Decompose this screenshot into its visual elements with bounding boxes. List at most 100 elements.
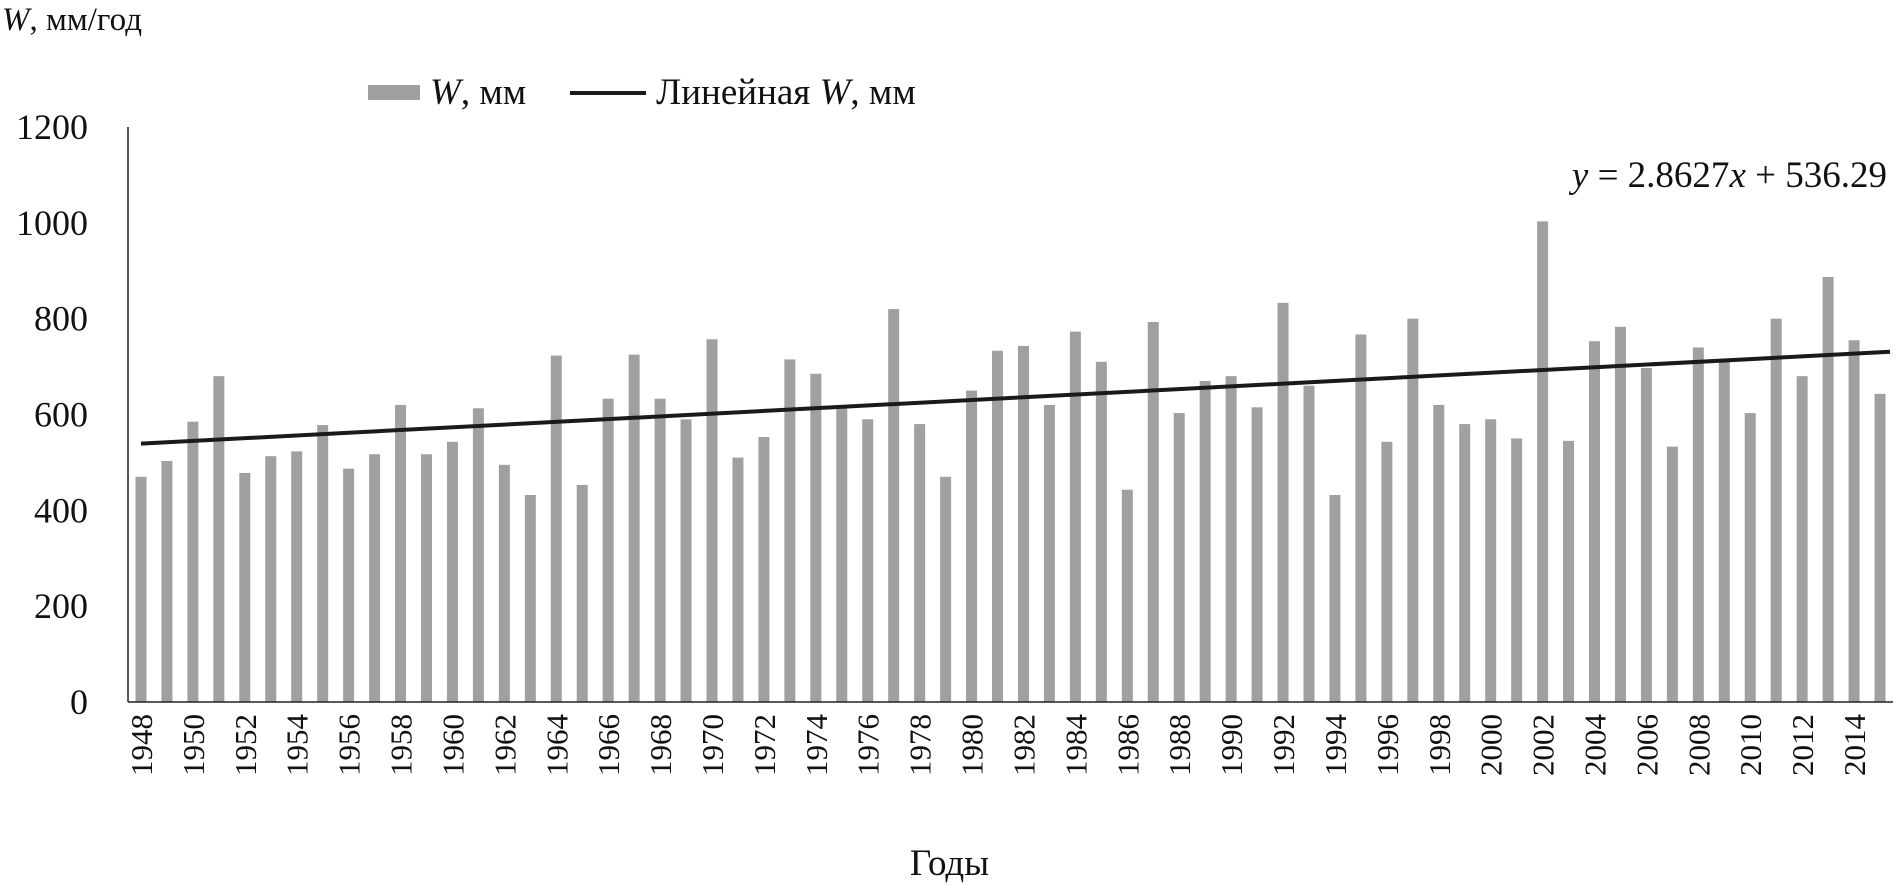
x-tick-label: 1952	[228, 714, 263, 776]
bar	[1848, 340, 1860, 702]
x-tick-label: 1976	[851, 714, 886, 776]
x-tick-label: 1986	[1110, 714, 1145, 776]
bar	[1459, 424, 1471, 702]
x-tick-label: 2012	[1785, 714, 1820, 776]
bar	[420, 454, 432, 702]
y-tick-label: 1000	[16, 203, 88, 243]
x-tick-label: 1980	[955, 714, 990, 776]
legend-line-swatch	[570, 90, 647, 95]
bar	[187, 421, 199, 702]
x-tick-label: 1956	[332, 714, 367, 776]
bar	[784, 359, 796, 702]
x-tick-label: 1950	[176, 714, 211, 776]
bar	[1173, 413, 1185, 702]
x-tick-label: 2004	[1578, 714, 1613, 777]
bar	[966, 390, 978, 702]
x-tick-label: 1948	[124, 714, 159, 776]
bar	[654, 398, 666, 702]
x-tick-label: 1954	[280, 714, 315, 777]
bar	[1485, 419, 1497, 702]
bar	[1121, 489, 1133, 702]
legend-line-label-var: W	[819, 72, 851, 113]
x-tick-label: 1962	[487, 714, 522, 776]
bar	[1511, 438, 1523, 702]
bar	[940, 476, 952, 702]
bar	[680, 419, 692, 702]
bar	[1563, 440, 1575, 702]
x-tick-label: 1960	[435, 714, 470, 776]
bar	[1095, 361, 1107, 702]
x-tick-label: 1972	[747, 714, 782, 776]
trend-equation-x: x	[1729, 155, 1746, 196]
x-tick-label: 1958	[384, 714, 419, 776]
bar	[524, 495, 536, 702]
trend-equation-y: y	[1571, 155, 1589, 196]
bar	[550, 355, 562, 702]
x-tick-label: 1998	[1422, 714, 1457, 776]
bar	[1251, 407, 1263, 702]
bar	[1381, 441, 1393, 702]
y-tick-label: 0	[70, 682, 88, 722]
bar	[1692, 347, 1704, 702]
bar	[1666, 446, 1678, 702]
bar	[888, 309, 900, 702]
x-axis-title: Годы	[909, 843, 990, 884]
bar	[343, 468, 355, 702]
x-tick-label: 1968	[643, 714, 678, 776]
bar	[706, 339, 718, 702]
bar	[1017, 345, 1029, 702]
trend-equation: y = 2.8627x + 536.29	[1572, 154, 1887, 197]
x-tick-label: 1982	[1006, 714, 1041, 776]
bar	[1277, 302, 1289, 702]
bar	[446, 441, 458, 702]
bar	[732, 457, 744, 702]
legend-bar-swatch	[368, 85, 420, 100]
bar	[1147, 322, 1159, 702]
trend-line	[140, 349, 1891, 446]
bar	[1744, 413, 1756, 702]
bar	[1718, 360, 1730, 702]
bar	[1589, 341, 1601, 702]
x-tick-label: 2000	[1474, 714, 1509, 776]
legend-bar-label-unit: , мм	[460, 72, 527, 113]
bar	[1874, 393, 1886, 702]
bar	[1640, 368, 1652, 702]
legend: W, мм Линейная W, мм	[368, 71, 916, 114]
trend-equation-mid: = 2.8627	[1588, 155, 1730, 196]
bar	[265, 456, 277, 702]
bar	[498, 464, 510, 702]
bar	[472, 408, 484, 702]
bar	[1355, 334, 1367, 702]
bar	[862, 419, 874, 702]
x-tick-label: 1978	[903, 714, 938, 776]
x-tick-label: 1966	[591, 714, 626, 776]
y-tick-label: 600	[34, 395, 88, 435]
y-tick-label: 400	[34, 490, 88, 530]
y-tick-label: 200	[34, 586, 88, 626]
x-tick-label: 1994	[1318, 714, 1353, 777]
bar	[1329, 495, 1341, 702]
legend-bar-label: W, мм	[430, 71, 526, 114]
legend-line-label-prefix: Линейная	[656, 72, 820, 113]
bar	[1822, 276, 1834, 702]
y-tick-label: 800	[34, 299, 88, 339]
bar	[291, 451, 303, 702]
legend-line-label-unit: , мм	[850, 72, 916, 113]
legend-line-label: Линейная W, мм	[656, 71, 916, 114]
bar	[914, 424, 926, 702]
bar	[1225, 376, 1237, 702]
bar	[576, 484, 588, 702]
bar	[758, 437, 770, 702]
x-tick-label: 1970	[695, 714, 730, 776]
bar	[602, 398, 614, 702]
bar	[992, 350, 1004, 702]
bar	[1614, 326, 1626, 702]
bar	[1199, 380, 1211, 702]
bar	[1770, 318, 1782, 702]
bar	[317, 425, 329, 702]
bar	[1796, 376, 1808, 702]
x-tick-label: 2008	[1681, 714, 1716, 776]
bar	[1069, 331, 1081, 702]
x-tick-label: 1974	[799, 714, 834, 777]
trend-equation-tail: + 536.29	[1745, 155, 1887, 196]
